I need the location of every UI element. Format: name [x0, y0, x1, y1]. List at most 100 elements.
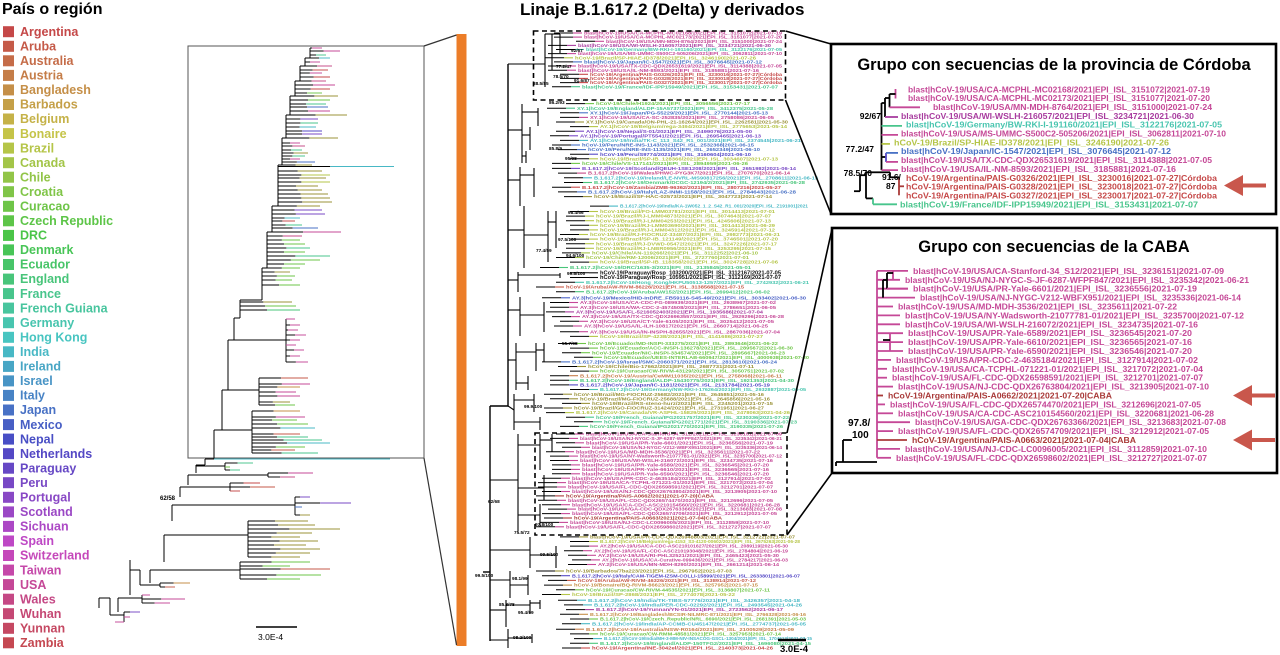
svg-text:blast|hCoV-19/USA/MS-UMMC-S500: blast|hCoV-19/USA/MS-UMMC-S500C2-505206/… [578, 51, 783, 56]
svg-text:blast|hCoV-19/USA/NJ-NYGC-V212: blast|hCoV-19/USA/NJ-NYGC-V212-WBFX951/2… [920, 293, 1241, 303]
svg-text:Spain: Spain [20, 534, 54, 548]
svg-text:B.1.617.2|hCoV-19/Canada/VR-AS: B.1.617.2|hCoV-19/Canada/VR-ASPHL-15829/… [576, 410, 791, 415]
svg-text:hCoV-19/Peru/NRE-INS-1143/2021: hCoV-19/Peru/NRE-INS-1143/2021|EPI_ISL_2… [582, 143, 755, 148]
svg-text:97.8/: 97.8/ [848, 418, 870, 429]
svg-text:blast|hCoV-19/Germany/BW-RKI-I: blast|hCoV-19/Germany/BW-RKI-I-191160/20… [586, 47, 783, 52]
svg-text:78.5/70: 78.5/70 [844, 168, 873, 178]
svg-text:hCoV-19/Brazil/RJ-LNBR0956/202: hCoV-19/Brazil/RJ-LNBR0956/2021|EPI_ISL_… [596, 246, 772, 251]
svg-text:hCoV-19/Barbados/7ba223/2021|E: hCoV-19/Barbados/7ba223/2021|EPI_ISL_296… [566, 569, 733, 574]
svg-text:blast|hCoV-19/USA/CA-MCPHL-MC0: blast|hCoV-19/USA/CA-MCPHL-MC02168/2021|… [584, 31, 783, 36]
svg-text:Wuhan: Wuhan [20, 607, 61, 621]
svg-text:blast|hCoV-19/USA/PR-CDC-QDX26: blast|hCoV-19/USA/PR-CDC-QDX26948803/202… [590, 535, 796, 540]
svg-text:Germany: Germany [20, 316, 74, 330]
svg-text:blast|hCoV-19/Japan/IC-1547/20: blast|hCoV-19/Japan/IC-1547/2021|EPI_ISL… [901, 146, 1171, 156]
svg-text:95/98: 95/98 [565, 156, 577, 161]
svg-text:hCoV-19/Brazil/SP-IB_118358/20: hCoV-19/Brazil/SP-IB_118358/2021|EPI_ISL… [600, 260, 779, 265]
svg-text:blast|hCoV-19/USA/FL-CDC-QDX26: blast|hCoV-19/USA/FL-CDC-QDX26598591/202… [568, 485, 774, 490]
svg-text:Yunnan: Yunnan [20, 622, 65, 636]
svg-text:99.9/100: 99.9/100 [524, 404, 543, 409]
svg-text:Grupo con secuencias de la pro: Grupo con secuencias de la provincia de … [857, 56, 1251, 74]
svg-text:blast|hCoV-19/USA/FL-CDC-QDX26: blast|hCoV-19/USA/FL-CDC-QDX26574709/202… [898, 426, 1209, 436]
svg-text:Paraguay: Paraguay [20, 461, 76, 475]
svg-text:blast|hCoV-19/USA/PR-Yale-6610: blast|hCoV-19/USA/PR-Yale-6610/2021|EPI_… [908, 337, 1192, 347]
svg-text:94.6/100: 94.6/100 [566, 253, 585, 258]
svg-text:3.0E-4: 3.0E-4 [258, 632, 283, 642]
svg-text:blast|hCoV-19/USA/GA-CDC-QDX26: blast|hCoV-19/USA/GA-CDC-QDX26763366/202… [915, 417, 1226, 427]
svg-text:B.1.617.2|hCoV-19/Ireland/LE-N: B.1.617.2|hCoV-19/Ireland/LE-NVRL-MS9081… [594, 175, 819, 180]
svg-text:hCoV-19/Argentina/INE-3042el/2: hCoV-19/Argentina/INE-3042el/2021|EPI_IS… [592, 646, 774, 651]
svg-text:hCoV-19/Chile/AN-119266/2021|E: hCoV-19/Chile/AN-119266/2021|EPI_ISL_311… [592, 251, 759, 256]
svg-text:blast|hCoV-19/France/IDF-IPP15: blast|hCoV-19/France/IDF-IPP15949/2021|E… [582, 84, 779, 89]
svg-text:92/67: 92/67 [571, 48, 583, 53]
svg-text:blast|hCoV-19/USA/MN-MDH-8764/: blast|hCoV-19/USA/MN-MDH-8764/2021|EPI_I… [933, 102, 1212, 112]
svg-text:hCoV-19/French_Guiana/IPG20217: hCoV-19/French_Guiana/IPG2021770/2021|EP… [590, 424, 784, 429]
svg-text:AY.1|hCoV-19/India/TK-C_113_S4: AY.1|hCoV-19/India/TK-C_113_S42_R1_001/2… [590, 138, 802, 143]
svg-text:hCoV-19/Brazil/RJ-LMM04312/202: hCoV-19/Brazil/RJ-LMM04312/2021|EPI_ISL_… [600, 228, 776, 233]
svg-text:blast|hCoV-19/USA/WI-WSLH-2160: blast|hCoV-19/USA/WI-WSLH-216057/2021|EP… [901, 111, 1194, 121]
svg-text:AY.3|hCoV-19/Mexico/HID-InDRE_: AY.3|hCoV-19/Mexico/HID-InDRE_FB59116-S4… [572, 295, 807, 300]
svg-text:98.1/99: 98.1/99 [512, 576, 528, 581]
svg-text:B.1.617.2|hCoV-19/England/ALDP: B.1.617.2|hCoV-19/England/ALDP-150TFG2/2… [600, 641, 812, 646]
svg-text:hCoV-19/Ecuador/MD-INSPI-33327: hCoV-19/Ecuador/MD-INSPI-333275/2021|EPI… [588, 341, 779, 346]
svg-text:B.1.617.2|hCoV-19/India/AP-CCM: B.1.617.2|hCoV-19/India/AP-CCMB-CU45147/… [592, 621, 807, 626]
svg-text:blast|hCoV-19/USA/WI-WSLH-2160: blast|hCoV-19/USA/WI-WSLH-216057/2021|EP… [578, 43, 772, 48]
svg-text:Switzerland: Switzerland [20, 549, 89, 563]
svg-text:Israel: Israel [20, 374, 53, 388]
svg-text:Argentina: Argentina [20, 25, 79, 39]
svg-text:hCoV-19/French_Guiana/IPG20217: hCoV-19/French_Guiana/IPG2021771/2021|EP… [604, 419, 798, 424]
svg-text:B.1.617.2|hCoV-19/Bangladesh/B: B.1.617.2|hCoV-19/Bangladesh/BCSIR-NILMR… [590, 612, 807, 617]
svg-text:92/67: 92/67 [860, 111, 882, 121]
svg-text:England: England [20, 272, 69, 286]
svg-text:Wales: Wales [20, 592, 56, 606]
svg-text:91.6/87: 91.6/87 [574, 78, 590, 83]
svg-text:blast|hCoV-19/USA/TX-CDC-QDX26: blast|hCoV-19/USA/TX-CDC-QDX26531619/202… [578, 64, 783, 69]
svg-text:hCoV-19/Argentina/PAIS-G0328/2: hCoV-19/Argentina/PAIS-G0328/2021|EPI_IS… [590, 76, 783, 81]
svg-text:AY.3|hCoV-19/USA/WA-CDC-2-4574: AY.3|hCoV-19/USA/WA-CDC-2-4574508/2021|E… [580, 305, 777, 310]
svg-text:hCoV-19/Bonaire/BQ-RIVM-86623/: hCoV-19/Bonaire/BQ-RIVM-86623/2021|EPI_I… [574, 583, 759, 588]
svg-text:blast|hCoV-19/USA/FL-CDC-QDX26: blast|hCoV-19/USA/FL-CDC-QDX26598602/202… [566, 524, 772, 529]
svg-text:hCoV-19/Ecuador/NIC-INSPI-3345: hCoV-19/Ecuador/NIC-INSPI-334574/2021|EP… [592, 350, 786, 355]
svg-text:blast|hCoV-19/USA/NJ-CDC-LC009: blast|hCoV-19/USA/NJ-CDC-LC0096005/2021|… [905, 444, 1207, 454]
svg-text:3.0E-4: 3.0E-4 [780, 644, 809, 655]
svg-text:hCoV-19/Brazil/FO-LMM03781/202: hCoV-19/Brazil/FO-LMM03781/2021|EPI_ISL_… [600, 209, 776, 214]
svg-text:hCoV-19/Ecuador/UEES-INTERLAB-: hCoV-19/Ecuador/UEES-INTERLAB-660947/202… [604, 355, 810, 360]
svg-text:AY.2|hCoV-19/USA/CA-Curative-0: AY.2|hCoV-19/USA/CA-Curative-099436/2021… [602, 558, 789, 563]
svg-text:AY.2|hCoV-19/USA/MN-MDH-8290/2: AY.2|hCoV-19/USA/MN-MDH-8290/2021|EPI_IS… [598, 562, 780, 567]
svg-text:87: 87 [886, 181, 896, 191]
svg-text:85.8/78: 85.8/78 [499, 602, 515, 607]
svg-text:Zambia: Zambia [20, 636, 65, 650]
svg-text:hCoV-19/Argentina/PAIS-A0662/2: hCoV-19/Argentina/PAIS-A0662/2021|2021-0… [888, 391, 1113, 401]
svg-text:XY.1|hCoV-19/Japan/PG-55229/20: XY.1|hCoV-19/Japan/PG-55229/2021|EPI_ISL… [590, 110, 769, 115]
svg-text:B.1.617.2|hCoV-19/Czech_Republ: B.1.617.2|hCoV-19/Czech_Republic/NRL_669… [600, 617, 807, 622]
svg-text:Bonaire: Bonaire [20, 127, 67, 141]
svg-text:blast|hCoV-19/USA/TX-CDC-QDX26: blast|hCoV-19/USA/TX-CDC-QDX26531619/202… [901, 155, 1212, 165]
svg-text:Barbados: Barbados [20, 98, 78, 112]
svg-text:95.4/99: 95.4/99 [518, 610, 534, 615]
svg-text:hCoV-19/Brazil/SP-HIAE-ID378/2: hCoV-19/Brazil/SP-HIAE-ID378/2021|EPI_IS… [575, 55, 757, 60]
svg-text:AY.1|hCoV-19/Nepal/S-01/2021|E: AY.1|hCoV-19/Nepal/S-01/2021|EPI_ISL_249… [586, 129, 753, 134]
svg-text:blast|hCoV-19/USA/IL-NM-8593/2: blast|hCoV-19/USA/IL-NM-8593/2021|EPI_IS… [578, 68, 760, 73]
svg-text:blast|hCoV-19/USA/FL-CDC-QDX26: blast|hCoV-19/USA/FL-CDC-QDX26574470/202… [890, 399, 1201, 409]
svg-text:hCoV-19/Chile/VS-117141/2021|E: hCoV-19/Chile/VS-117141/2021|EPI_ISL_289… [582, 161, 749, 166]
svg-text:blast|hCoV-19/France/IDF-IPP15: blast|hCoV-19/France/IDF-IPP15949/2021|E… [900, 199, 1198, 209]
svg-text:B.1.617.2|hCoV-19/Wales/PHWC-P: B.1.617.2|hCoV-19/Wales/PHWC-PYG3K7/2021… [588, 171, 791, 176]
svg-text:B.1.617.2|hCoV-19/India/PER-CD: B.1.617.2|hCoV-19/India/PER-CDC-02292/20… [594, 603, 803, 608]
svg-text:blast|hCoV-19/USA/CA-MCPHL-MC0: blast|hCoV-19/USA/CA-MCPHL-MC02173/2021|… [584, 35, 783, 40]
svg-text:AY.2|hCoV-19/USA/RI-PHL32521/2: AY.2|hCoV-19/USA/RI-PHL32521/2021|EPI_IS… [598, 553, 780, 558]
svg-text:XY.1|hCoV-19/England/ALDP-15A5: XY.1|hCoV-19/England/ALDP-15A5737/2021|E… [577, 106, 774, 111]
svg-text:blast|hCoV-19/USA/NJ-NYGC-S-JF: blast|hCoV-19/USA/NJ-NYGC-S-JF-6287-WFPF… [905, 275, 1249, 285]
svg-text:B.1.617.2|hCoV-19/Scotland/QEU: B.1.617.2|hCoV-19/Scotland/QEUH-1SE1208/… [582, 166, 797, 171]
svg-text:blast|hCoV-19/USA/WI-WSLH-2160: blast|hCoV-19/USA/WI-WSLH-216072/2021|EP… [905, 319, 1198, 329]
svg-text:B.1.617.2|hCoV-19/Israel/SMC-2: B.1.617.2|hCoV-19/Israel/SMC-2060371/202… [572, 360, 778, 365]
svg-text:hCoV-19/Aruba/AW-RIVM-86226/20: hCoV-19/Aruba/AW-RIVM-86226/2021|EPI_ISL… [566, 285, 745, 290]
svg-text:75.5/72: 75.5/72 [514, 530, 530, 535]
svg-text:Brazil: Brazil [20, 141, 54, 155]
svg-text:B.1.617.2|hCoV-19/Japan/IC-118: B.1.617.2|hCoV-19/Japan/IC-1181/2021|EPI… [580, 383, 771, 388]
svg-text:Hong Kong: Hong Kong [20, 330, 87, 344]
svg-text:Grupo con secuencias de la CAB: Grupo con secuencias de la CABA [918, 238, 1189, 256]
svg-text:hCoV-19/Chile/H1924/2021|EPI_I: hCoV-19/Chile/H1924/2021|EPI_ISL_3056556… [596, 101, 751, 106]
svg-text:hCoV-19/Brazil/MG-FIOCRUZ-2568: hCoV-19/Brazil/MG-FIOCRUZ-25682/2021|EPI… [574, 392, 765, 397]
svg-text:blast|hCoV-19/USA/PR-Yale-6610: blast|hCoV-19/USA/PR-Yale-6610/2021|EPI_… [582, 467, 770, 472]
svg-text:Scotland: Scotland [20, 505, 73, 519]
svg-text:hCoV-19/Curacao/CW-RIVM-44535/: hCoV-19/Curacao/CW-RIVM-44535/2021|EPI_I… [586, 587, 771, 592]
